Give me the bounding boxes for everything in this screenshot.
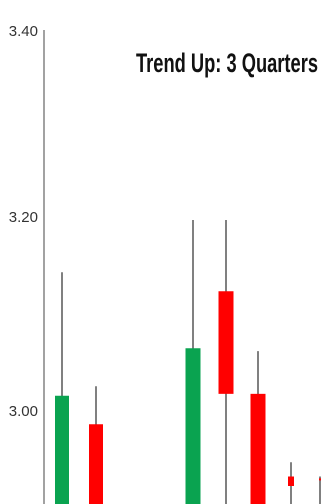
y-tick-label-3-00: 3.00: [9, 403, 38, 420]
candles-group: [55, 220, 321, 504]
y-tick-label-3-20: 3.20: [9, 209, 38, 226]
candle-body: [89, 424, 103, 504]
chart-title: Trend Up: 3 Quarters: [136, 48, 318, 78]
candle-body: [319, 478, 321, 481]
candle-body: [250, 393, 266, 504]
candle-body: [218, 291, 234, 394]
y-tick-label-3-40: 3.40: [9, 23, 38, 40]
candle-body: [185, 348, 201, 504]
candle-body: [55, 395, 69, 504]
candle-body: [288, 476, 294, 486]
